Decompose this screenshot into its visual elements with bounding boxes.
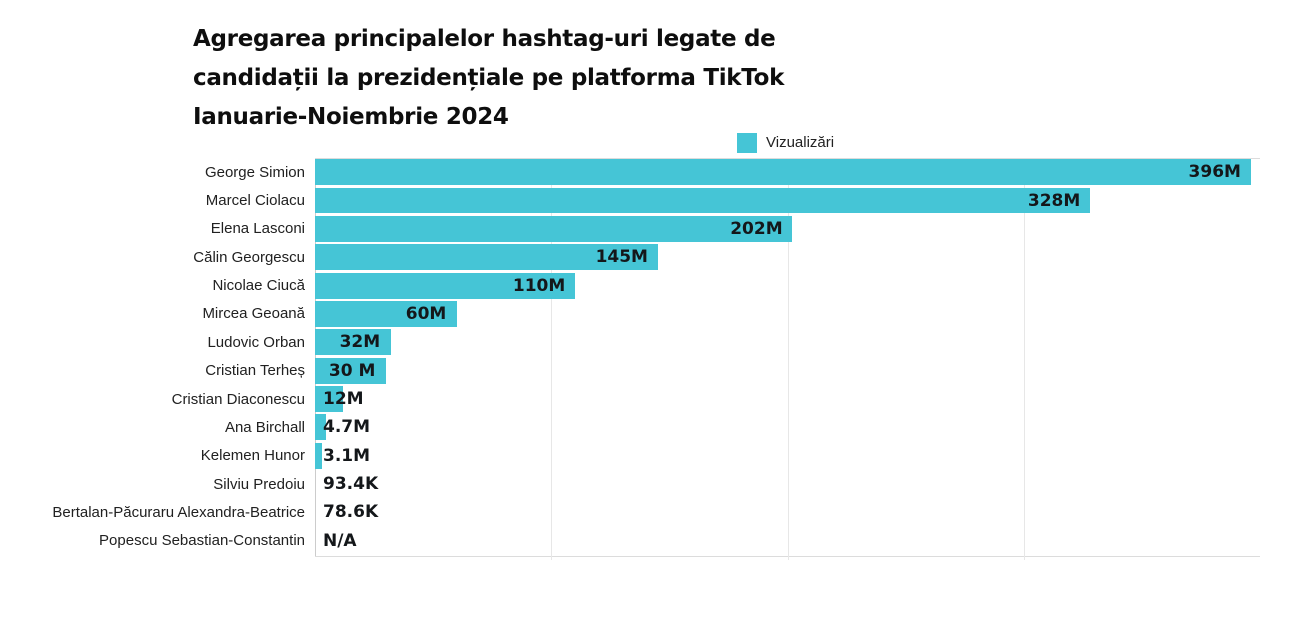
value-label: 30 M [328,360,376,381]
bar [315,414,327,441]
value-label: 3.1M [323,445,371,466]
category-label: Elena Lasconi [210,220,305,238]
category-label: Bertalan-Păcuraru Alexandra-Beatrice [52,503,305,521]
category-label: Nicolae Ciucă [212,277,305,295]
category-label: Silviu Predoiu [213,475,305,493]
value-label: N/A [323,530,357,551]
category-label: Cristian Diaconescu [171,390,305,408]
value-label: 78.6K [323,502,379,523]
bar-track: 78.6K [315,498,1260,526]
category-label: Kelemen Hunor [200,447,305,465]
bar-track: 12M [315,385,1260,413]
bar-row: Marcel Ciolacu 328M [10,186,1260,214]
bar-track: 328M [315,186,1260,214]
bar-track: 145M [315,243,1260,271]
gridline [1023,159,1025,560]
value-label: 328M [1027,190,1081,211]
bar-row: George Simion 396M [10,158,1260,186]
bar [315,386,344,412]
bar-track: 4.7M [315,413,1260,441]
bar [315,187,1090,214]
bar-row: Kelemen Hunor 3.1M [10,442,1260,470]
bar [315,272,575,299]
value-label: 12M [323,389,364,410]
bar-row: Popescu Sebastian-Constantin N/A [10,527,1260,555]
y-axis-line [315,159,316,556]
value-label: 396M [1188,162,1241,183]
value-label: 202M [730,218,783,239]
value-label: 145M [595,247,648,268]
category-label: Mircea Geoană [202,305,305,323]
bar-row: Mircea Geoană 60M [10,300,1260,328]
gridline [787,159,789,560]
bar-row: Elena Lasconi 202M [10,215,1260,243]
category-label: George Simion [204,163,305,181]
bar [315,215,793,242]
value-label: 93.4K [323,474,379,495]
bar [315,244,658,271]
legend-swatch-icon [737,132,757,153]
category-label: Ludovic Orban [207,333,305,351]
bar-track: 60M [315,300,1260,328]
chart-legend: Vizualizări [737,132,834,153]
bar-rows: George Simion 396M Marcel Ciolacu 328M E… [10,158,1260,555]
bar-row: Ana Birchall 4.7M [10,413,1260,441]
category-label: Marcel Ciolacu [205,192,305,210]
plot-area [315,158,1260,560]
bar [315,300,457,327]
page-title-line: candidații la prezidențiale pe platforma… [193,65,785,91]
bar [315,442,323,469]
bar-track: 202M [315,215,1260,243]
value-label: 110M [512,275,566,296]
category-label: Ana Birchall [224,418,305,436]
value-label: 32M [339,332,381,353]
bar-row: Ludovic Orban 32M [10,328,1260,356]
bar-track: 32M [315,328,1260,356]
bar-track: 3.1M [315,442,1260,470]
bar [315,357,386,384]
gridline [551,159,553,560]
bar-row: Călin Georgescu 145M [10,243,1260,271]
bar-row: Bertalan-Păcuraru Alexandra-Beatrice 78.… [10,498,1260,526]
bar-track: 93.4K [315,470,1260,498]
bar [315,159,1251,186]
page-title: Agregarea principalelor hashtag-uri lega… [193,20,933,137]
category-label: Călin Georgescu [193,248,305,266]
bar-track: 110M [315,271,1260,299]
value-label: 60M [405,303,447,324]
bar-row: Cristian Terheș 30 M [10,357,1260,385]
value-label: 4.7M [323,417,371,438]
page-title-line: Agregarea principalelor hashtag-uri lega… [193,26,776,52]
bar [315,329,391,356]
page-title-line: Ianuarie-Noiembrie 2024 [193,104,509,130]
bar-track: 30 M [315,357,1260,385]
category-label: Popescu Sebastian-Constantin [99,532,305,550]
category-label: Cristian Terheș [205,362,305,380]
bar-row: Cristian Diaconescu 12M [10,385,1260,413]
bar-track: 396M [315,158,1260,186]
bar-row: Nicolae Ciucă 110M [10,271,1260,299]
bar-track: N/A [315,527,1260,555]
bar-row: Silviu Predoiu 93.4K [10,470,1260,498]
legend-label: Vizualizări [766,134,835,151]
